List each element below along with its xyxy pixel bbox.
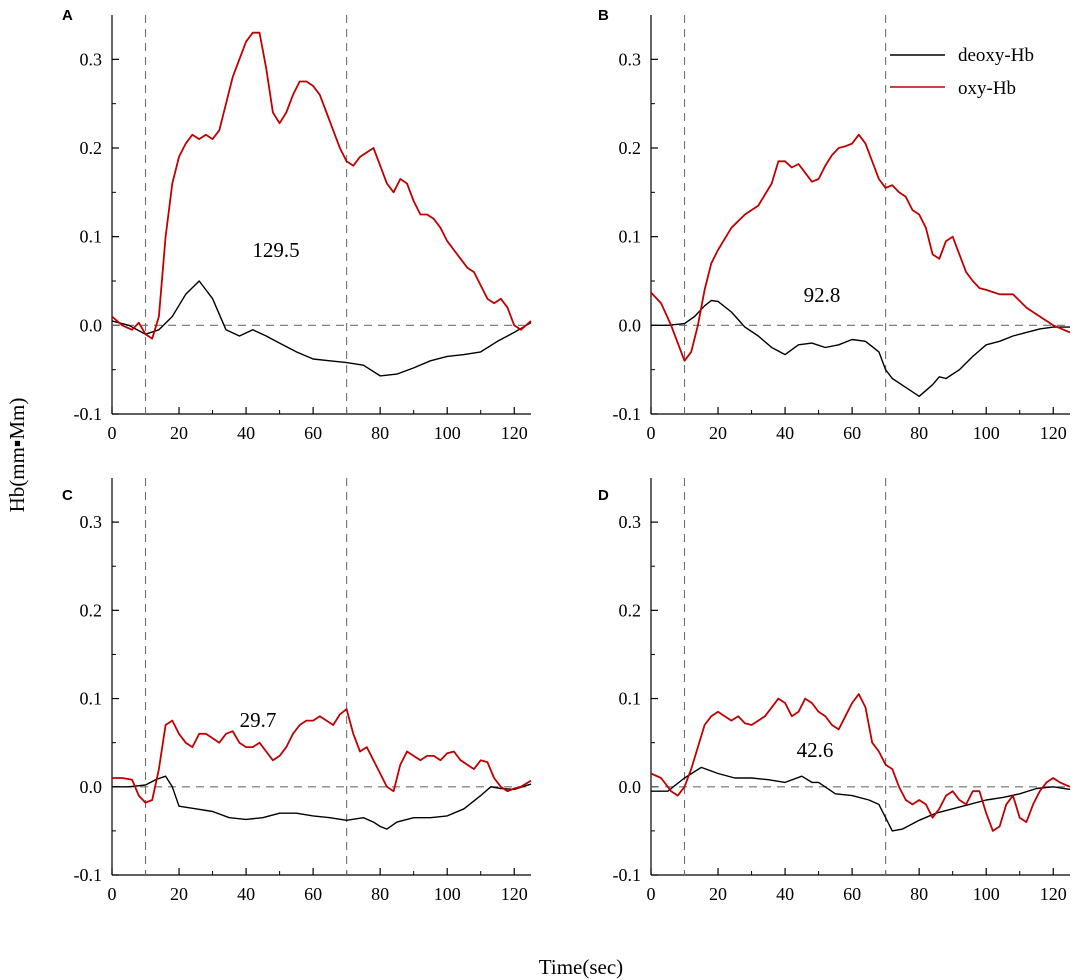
area-annotation: 129.5	[252, 238, 299, 262]
y-tick-label: 0.1	[619, 227, 642, 247]
y-tick-label: 0.0	[619, 777, 642, 797]
series-line-deoxy-hb	[112, 775, 532, 830]
x-tick-label: 120	[1040, 884, 1067, 904]
x-tick-label: 100	[973, 884, 1000, 904]
series-line-oxy-hb	[650, 133, 1071, 362]
x-axis-title: Time(sec)	[539, 955, 623, 979]
panel-b: B -0.1 0.0 0.1 0.2 0.3 0 20 40 60 80 100 120 92.8	[598, 7, 1071, 443]
series-line-deoxy-hb	[111, 280, 532, 377]
panel-letter: D	[598, 487, 609, 504]
y-tick-label: -0.1	[74, 865, 103, 885]
x-tick-label: 0	[108, 884, 117, 904]
x-tick-label: 40	[776, 884, 794, 904]
x-tick-label: 40	[776, 423, 794, 443]
panel-c: C -0.1 0.0 0.1 0.2 0.3 0 20 40 60 80 100 120 29.7	[62, 478, 532, 904]
x-tick-label: 80	[371, 884, 389, 904]
area-annotation: 42.6	[797, 738, 834, 762]
series-line-deoxy-hb	[651, 766, 1071, 832]
x-tick-label: 40	[237, 423, 255, 443]
x-tick-label: 20	[170, 423, 188, 443]
x-tick-label: 20	[170, 884, 188, 904]
panel-letter: B	[598, 7, 609, 24]
area-annotation: 92.8	[804, 283, 841, 307]
y-tick-label: 0.2	[619, 138, 642, 158]
legend-label-oxy: oxy-Hb	[958, 78, 1016, 99]
x-tick-label: 60	[304, 423, 322, 443]
x-tick-label: 100	[434, 423, 461, 443]
panel-d: D -0.1 0.0 0.1 0.2 0.3 0 20 40 60 80 100 120 42.6	[598, 478, 1071, 904]
x-tick-label: 0	[108, 423, 117, 443]
y-tick-label: 0.3	[80, 49, 103, 69]
legend-label-deoxy: deoxy-Hb	[958, 45, 1034, 66]
series-line-oxy-hb	[650, 693, 1071, 832]
panel-letter: A	[62, 7, 73, 24]
y-tick-label: -0.1	[74, 404, 103, 424]
x-tick-label: 120	[501, 423, 528, 443]
x-tick-label: 60	[304, 884, 322, 904]
y-tick-label: 0.0	[619, 315, 642, 335]
x-tick-label: 0	[647, 884, 656, 904]
legend: deoxy-Hb oxy-Hb	[890, 45, 1034, 99]
panel-a: A -0.1 0.0 0.1 0.2 0.3 0 20 40 60 80 100 120 129.5	[62, 7, 532, 443]
x-tick-label: 120	[1040, 423, 1067, 443]
y-tick-label: 0.0	[80, 777, 103, 797]
series-line-oxy-hb	[111, 31, 532, 340]
x-tick-label: 80	[910, 884, 928, 904]
x-tick-label: 0	[647, 423, 656, 443]
y-tick-label: 0.0	[80, 315, 103, 335]
y-tick-label: -0.1	[613, 865, 642, 885]
y-axis-title: Hb(mm▪Mm)	[5, 398, 29, 513]
x-tick-label: 100	[973, 423, 1000, 443]
series-line-deoxy-hb	[651, 299, 1070, 397]
x-tick-label: 80	[910, 423, 928, 443]
y-tick-label: 0.2	[619, 600, 642, 620]
x-tick-label: 80	[371, 423, 389, 443]
x-tick-label: 60	[843, 884, 861, 904]
y-tick-label: 0.3	[619, 512, 642, 532]
y-tick-label: 0.2	[80, 600, 103, 620]
y-tick-label: 0.3	[619, 49, 642, 69]
x-tick-label: 20	[709, 884, 727, 904]
x-tick-label: 120	[501, 884, 528, 904]
y-tick-label: 0.1	[619, 689, 642, 709]
y-tick-label: -0.1	[613, 404, 642, 424]
series-line-oxy-hb	[112, 708, 532, 804]
y-tick-label: 0.1	[80, 689, 103, 709]
area-annotation: 29.7	[240, 708, 277, 732]
x-tick-label: 20	[709, 423, 727, 443]
x-tick-label: 40	[237, 884, 255, 904]
x-tick-label: 60	[843, 423, 861, 443]
y-tick-label: 0.3	[80, 512, 103, 532]
y-tick-label: 0.2	[80, 138, 103, 158]
panel-letter: C	[62, 487, 73, 504]
y-tick-label: 0.1	[80, 227, 103, 247]
x-tick-label: 100	[434, 884, 461, 904]
